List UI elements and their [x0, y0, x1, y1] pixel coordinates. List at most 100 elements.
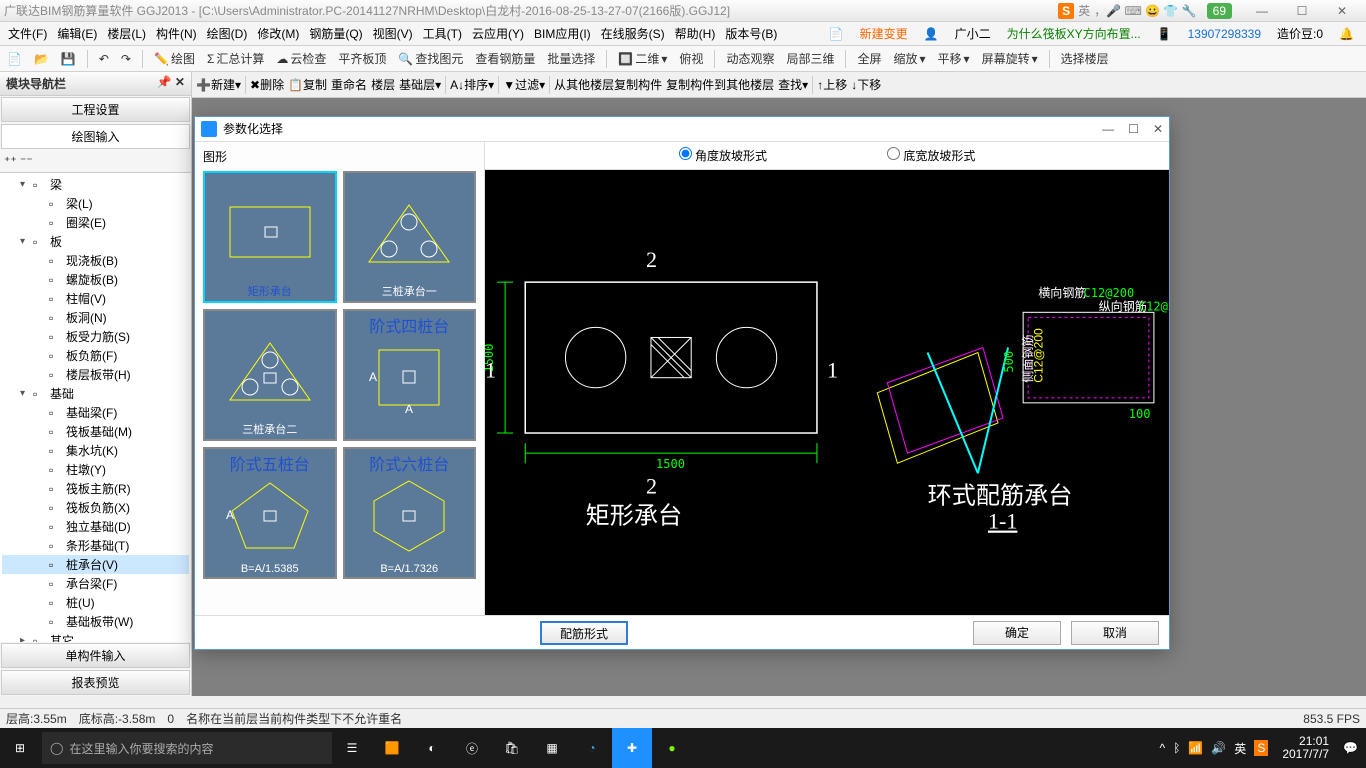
ct-floor[interactable]: 楼层 [371, 76, 395, 93]
tree-node[interactable]: ▫桩(U) [2, 593, 189, 612]
tb-edge[interactable]: ⓔ [452, 728, 492, 768]
tray-clock[interactable]: 21:012017/7/7 [1276, 735, 1335, 761]
tree-node[interactable]: ▫梁(L) [2, 194, 189, 213]
undo-icon[interactable]: ↶ [96, 51, 112, 67]
tb-app1[interactable]: 🟧 [372, 728, 412, 768]
tray-up-icon[interactable]: ^ [1160, 741, 1166, 755]
menu-rebar[interactable]: 钢筋量(Q) [305, 23, 366, 44]
tb-store[interactable]: 🛍 [492, 728, 532, 768]
tree-node[interactable]: ▫圈梁(E) [2, 213, 189, 232]
cloud-btn[interactable]: ☁ 云检查 [273, 49, 329, 68]
phone-label[interactable]: 13907298339 [1184, 25, 1265, 43]
ct-rename[interactable]: 重命名 [331, 76, 367, 93]
sum-btn[interactable]: Σ 汇总计算 [204, 49, 267, 68]
tree-node[interactable]: ▫板洞(N) [2, 308, 189, 327]
cancel-button[interactable]: 取消 [1071, 621, 1159, 645]
draw-btn[interactable]: ✏️绘图 [151, 49, 198, 68]
tree-node[interactable]: ▫柱墩(Y) [2, 460, 189, 479]
shape-card[interactable]: 三桩承台一 [343, 171, 477, 303]
new-file-icon[interactable]: 📄 [4, 51, 25, 67]
tb-app5[interactable]: ✚ [612, 728, 652, 768]
tb-app4[interactable]: ◔ [572, 728, 612, 768]
ct-copyto[interactable]: 复制构件到其他楼层 [666, 76, 774, 93]
shape-card[interactable]: A阶式五桩台B=A/1.5385 [203, 447, 337, 579]
pin-icon[interactable]: 📌 ✕ [157, 75, 185, 92]
radio-bottom[interactable]: 底宽放坡形式 [887, 147, 975, 164]
rebar-form-button[interactable]: 配筋形式 [540, 621, 628, 645]
menu-view[interactable]: 视图(V) [369, 23, 417, 44]
zoom-btn[interactable]: 缩放▾ [890, 49, 928, 68]
tray-wifi-icon[interactable]: 📶 [1188, 741, 1203, 755]
tree-node[interactable]: ▾▫板 [2, 232, 189, 251]
tree-node[interactable]: ▫筏板主筋(R) [2, 479, 189, 498]
tree-node[interactable]: ▫集水坑(K) [2, 441, 189, 460]
dyn-btn[interactable]: 动态观察 [723, 49, 777, 68]
tb-app2[interactable]: ◐ [412, 728, 452, 768]
tree-node[interactable]: ▫筏板基础(M) [2, 422, 189, 441]
menu-edit[interactable]: 编辑(E) [53, 23, 101, 44]
tree-node[interactable]: ▫板受力筋(S) [2, 327, 189, 346]
ct-copyfrom[interactable]: 从其他楼层复制构件 [554, 76, 662, 93]
tab-single[interactable]: 单构件输入 [1, 643, 190, 668]
system-tray[interactable]: ^ ᛒ 📶 🔊 英 S 21:012017/7/7 💬 [1160, 735, 1366, 761]
ct-del[interactable]: ✖删除 [250, 76, 284, 93]
collapse-icon[interactable]: ⁻⁻ [20, 154, 33, 168]
menu-help[interactable]: 帮助(H) [671, 23, 720, 44]
taskbar-search[interactable]: ◯ 在这里输入你要搜索的内容 [42, 732, 332, 764]
ct-search[interactable]: 查找▾ [778, 76, 808, 93]
full-btn[interactable]: 全屏 [854, 49, 884, 68]
tab-draw[interactable]: 绘图输入 [1, 124, 190, 149]
close-button[interactable]: ✕ [1322, 4, 1362, 18]
tree-node[interactable]: ▫基础梁(F) [2, 403, 189, 422]
tree-node[interactable]: ▫现浇板(B) [2, 251, 189, 270]
look-btn[interactable]: 俯视 [676, 49, 706, 68]
start-button[interactable]: ⊞ [0, 728, 40, 768]
redo-icon[interactable]: ↷ [118, 51, 134, 67]
max-button[interactable]: ☐ [1282, 4, 1322, 18]
tab-project[interactable]: 工程设置 [1, 97, 190, 122]
radio-angle[interactable]: 角度放坡形式 [679, 147, 767, 164]
ct-filter[interactable]: ▼过滤▾ [503, 76, 545, 93]
menu-cloud[interactable]: 云应用(Y) [468, 23, 528, 44]
flat-btn[interactable]: 平齐板顶 [335, 49, 389, 68]
batch-btn[interactable]: 批量选择 [544, 49, 598, 68]
taskview-icon[interactable]: ☰ [332, 728, 372, 768]
tray-lang[interactable]: 英 [1234, 740, 1246, 757]
ct-new[interactable]: ➕新建▾ [196, 76, 241, 93]
menu-modify[interactable]: 修改(M) [253, 23, 303, 44]
menu-file[interactable]: 文件(F) [4, 23, 51, 44]
tb-app3[interactable]: ▦ [532, 728, 572, 768]
ct-up[interactable]: ↑上移 [817, 76, 847, 93]
dlg-close-icon[interactable]: ✕ [1153, 122, 1163, 136]
viewrebar-btn[interactable]: 查看钢筋量 [472, 49, 538, 68]
user-label[interactable]: 广小二 [951, 23, 995, 44]
ct-down[interactable]: ↓下移 [851, 76, 881, 93]
ct-copy[interactable]: 📋复制 [288, 76, 327, 93]
expand-icon[interactable]: ⁺⁺ [4, 154, 17, 168]
pan-btn[interactable]: 平移▾ [935, 49, 973, 68]
tree-node[interactable]: ▫筏板负筋(X) [2, 498, 189, 517]
menu-floor[interactable]: 楼层(L) [103, 23, 150, 44]
min-button[interactable]: — [1242, 4, 1282, 18]
tree-node[interactable]: ▫基础板带(W) [2, 612, 189, 631]
tree-node[interactable]: ▫条形基础(T) [2, 536, 189, 555]
tb-app6[interactable]: ● [652, 728, 692, 768]
menu-draw[interactable]: 绘图(D) [203, 23, 252, 44]
tab-report[interactable]: 报表预览 [1, 670, 190, 695]
shape-card[interactable]: 矩形承台 [203, 171, 337, 303]
hint-link[interactable]: 为什么筏板XY方向布置... [1003, 23, 1145, 44]
ok-button[interactable]: 确定 [973, 621, 1061, 645]
ct-sort[interactable]: A↓排序▾ [450, 76, 494, 93]
tray-ime-icon[interactable]: S [1254, 740, 1268, 756]
tree-node[interactable]: ▾▫梁 [2, 175, 189, 194]
notif-badge[interactable]: 69 [1207, 3, 1232, 19]
menu-bim[interactable]: BIM应用(I) [530, 23, 595, 44]
dlg-min-icon[interactable]: — [1102, 122, 1114, 136]
open-icon[interactable]: 📂 [31, 51, 52, 67]
tree-node[interactable]: ▫板负筋(F) [2, 346, 189, 365]
tray-notif-icon[interactable]: 💬 [1343, 741, 1358, 755]
tree-node[interactable]: ▫柱帽(V) [2, 289, 189, 308]
menu-component[interactable]: 构件(N) [152, 23, 201, 44]
tree-node[interactable]: ▫桩承台(V) [2, 555, 189, 574]
ct-baselayer[interactable]: 基础层▾ [399, 76, 441, 93]
